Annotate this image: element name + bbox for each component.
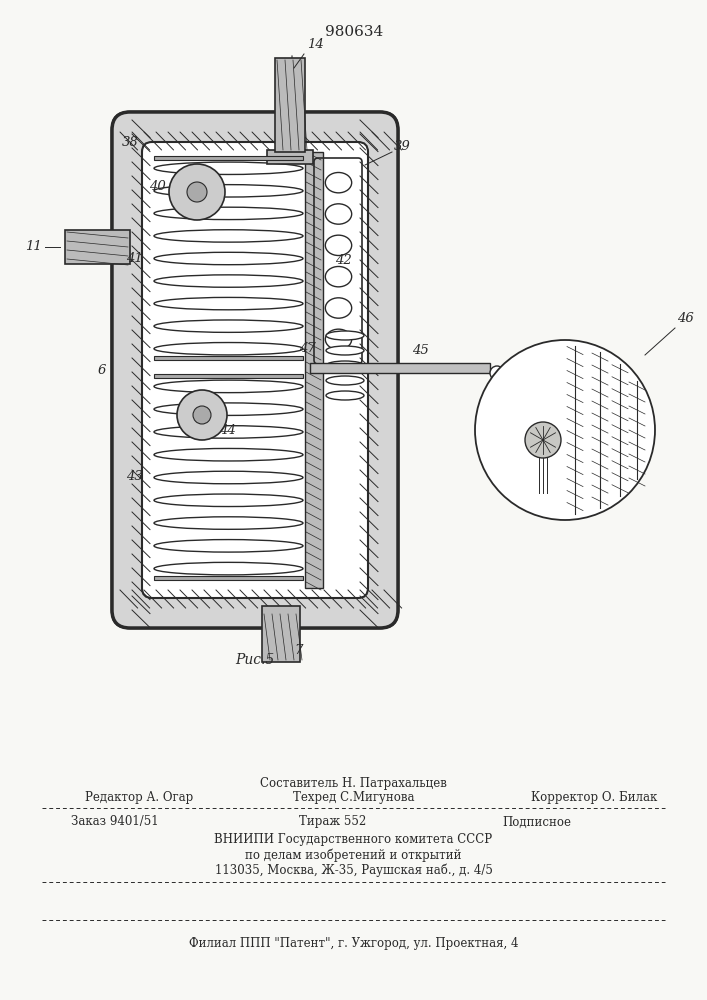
Circle shape xyxy=(193,406,211,424)
Text: 6: 6 xyxy=(98,363,106,376)
Ellipse shape xyxy=(154,403,303,415)
Ellipse shape xyxy=(154,207,303,220)
Ellipse shape xyxy=(154,471,303,484)
Ellipse shape xyxy=(154,252,303,265)
Circle shape xyxy=(187,182,207,202)
Ellipse shape xyxy=(154,297,303,310)
Ellipse shape xyxy=(154,380,303,393)
Ellipse shape xyxy=(325,235,351,256)
Circle shape xyxy=(490,366,504,380)
Text: 7: 7 xyxy=(295,644,303,656)
Text: 980634: 980634 xyxy=(325,25,383,39)
Bar xyxy=(154,156,303,160)
Ellipse shape xyxy=(154,162,303,174)
Ellipse shape xyxy=(154,426,303,438)
Ellipse shape xyxy=(154,540,303,552)
Bar xyxy=(310,363,490,373)
Bar xyxy=(267,150,313,164)
Text: 46: 46 xyxy=(677,312,694,324)
Text: 113035, Москва, Ж-35, Раушская наб., д. 4/5: 113035, Москва, Ж-35, Раушская наб., д. … xyxy=(214,863,493,877)
Text: Филиал ППП "Патент", г. Ужгород, ул. Проектная, 4: Филиал ППП "Патент", г. Ужгород, ул. Про… xyxy=(189,936,518,949)
Text: Рис.5: Рис.5 xyxy=(235,653,274,667)
Ellipse shape xyxy=(325,172,351,193)
Bar xyxy=(154,374,303,378)
Ellipse shape xyxy=(154,185,303,197)
Text: Составитель Н. Патрахальцев: Составитель Н. Патрахальцев xyxy=(260,776,447,790)
Text: 43: 43 xyxy=(126,471,142,484)
Text: Техред С.Мигунова: Техред С.Мигунова xyxy=(293,792,414,804)
Text: Тираж 552: Тираж 552 xyxy=(298,815,366,828)
Ellipse shape xyxy=(325,298,351,318)
Ellipse shape xyxy=(325,204,351,224)
Text: Корректор О. Билак: Корректор О. Билак xyxy=(531,792,657,804)
Bar xyxy=(154,576,303,580)
Ellipse shape xyxy=(154,230,303,242)
Text: по делам изобретений и открытий: по делам изобретений и открытий xyxy=(245,848,462,862)
Bar xyxy=(262,606,300,662)
Bar xyxy=(65,230,130,264)
Ellipse shape xyxy=(154,275,303,287)
Ellipse shape xyxy=(326,361,364,370)
FancyBboxPatch shape xyxy=(142,142,368,598)
Circle shape xyxy=(525,422,561,458)
Bar xyxy=(275,58,305,152)
FancyBboxPatch shape xyxy=(112,112,398,628)
Text: 44: 44 xyxy=(218,424,235,436)
Ellipse shape xyxy=(325,329,351,350)
Ellipse shape xyxy=(154,517,303,529)
Text: ВНИИПИ Государственного комитета СССР: ВНИИПИ Государственного комитета СССР xyxy=(214,833,493,846)
Ellipse shape xyxy=(325,266,351,287)
Bar xyxy=(154,356,303,360)
Text: Редактор А. Огар: Редактор А. Огар xyxy=(85,792,193,804)
Ellipse shape xyxy=(154,562,303,575)
Text: 45: 45 xyxy=(411,344,428,357)
Circle shape xyxy=(169,164,225,220)
Text: 41: 41 xyxy=(126,251,142,264)
FancyBboxPatch shape xyxy=(112,112,398,628)
Text: 47: 47 xyxy=(298,342,315,355)
Circle shape xyxy=(475,340,655,520)
Bar xyxy=(305,152,323,588)
Text: 14: 14 xyxy=(307,37,323,50)
Ellipse shape xyxy=(154,494,303,507)
Ellipse shape xyxy=(326,391,364,400)
Ellipse shape xyxy=(326,331,364,340)
Ellipse shape xyxy=(326,376,364,385)
Text: Заказ 9401/51: Заказ 9401/51 xyxy=(71,815,158,828)
Text: 40: 40 xyxy=(148,180,165,194)
Ellipse shape xyxy=(326,346,364,355)
Text: Подписное: Подписное xyxy=(503,815,572,828)
Text: 38: 38 xyxy=(122,135,139,148)
Ellipse shape xyxy=(154,448,303,461)
Text: 39: 39 xyxy=(394,139,410,152)
Ellipse shape xyxy=(154,343,303,355)
Text: 42: 42 xyxy=(335,254,352,267)
Text: 11: 11 xyxy=(25,240,42,253)
Ellipse shape xyxy=(154,320,303,332)
Circle shape xyxy=(177,390,227,440)
